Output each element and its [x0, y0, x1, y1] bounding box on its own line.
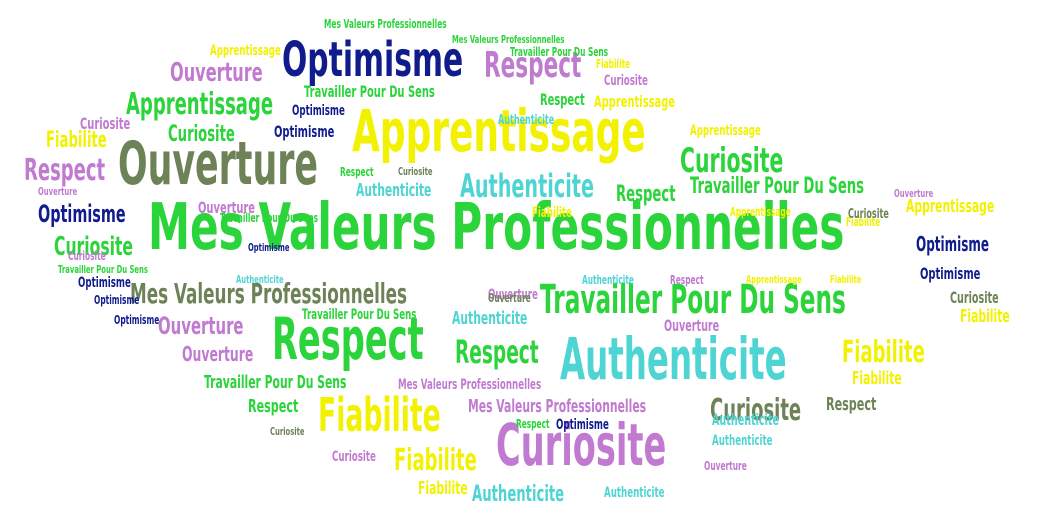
word-cloud-word: Optimisme: [274, 122, 335, 141]
word-cloud-word: Mes Valeurs Professionnelles: [468, 396, 647, 417]
word-cloud-word: Curiosite: [54, 232, 133, 262]
word-cloud-word: Fiabilite: [418, 478, 468, 499]
word-cloud-word: Optimisme: [920, 264, 981, 283]
word-cloud-word: Respect: [24, 153, 106, 188]
word-cloud-word: Ouverture: [158, 312, 244, 340]
word-cloud-word: Authenticite: [560, 325, 787, 393]
word-cloud-word: Optimisme: [114, 313, 160, 327]
word-cloud-word: Apprentissage: [352, 97, 646, 165]
word-cloud-word: Authenticite: [460, 167, 594, 205]
word-cloud-word: Ouverture: [182, 342, 254, 366]
word-cloud-word: Mes Valeurs Professionnelles: [148, 191, 845, 265]
word-cloud-word: Fiabilite: [596, 57, 631, 71]
word-cloud-word: Travailler Pour Du Sens: [58, 263, 148, 276]
word-cloud-word: Respect: [826, 394, 877, 415]
word-cloud-word: Fiabilite: [852, 368, 902, 389]
word-cloud-word: Fiabilite: [842, 335, 925, 370]
word-cloud-word: Respect: [248, 396, 299, 417]
word-cloud-word: Travailler Pour Du Sens: [204, 372, 347, 393]
word-cloud-word: Authenticite: [712, 410, 779, 429]
word-cloud-word: Authenticite: [236, 273, 284, 286]
word-cloud-word: Ouverture: [664, 316, 720, 335]
word-cloud-word: Authenticite: [604, 485, 665, 501]
word-cloud-word: Curiosite: [604, 73, 648, 89]
word-cloud-word: Optimisme: [38, 200, 126, 228]
word-cloud-word: Curiosite: [710, 393, 802, 428]
word-cloud-word: Respect: [340, 165, 374, 179]
word-cloud-word: Mes Valeurs Professionnelles: [130, 277, 408, 310]
word-cloud-word: Ouverture: [704, 459, 747, 473]
word-cloud-word: Curiosite: [270, 425, 305, 438]
word-cloud-word: Travailler Pour Du Sens: [540, 277, 846, 323]
word-cloud-word: Apprentissage: [126, 87, 274, 122]
word-cloud-word: Authenticite: [452, 308, 528, 329]
word-cloud-word: Authenticite: [498, 113, 555, 128]
word-cloud-word: Optimisme: [248, 241, 290, 254]
word-cloud-word: Fiabilite: [960, 306, 1010, 327]
word-cloud-word: Respect: [455, 333, 539, 371]
word-cloud-word: Ouverture: [198, 198, 256, 217]
word-cloud-word: Curiosite: [496, 411, 667, 479]
word-cloud-word: Curiosite: [332, 449, 376, 465]
word-cloud-word: Curiosite: [848, 207, 889, 222]
word-cloud-word: Apprentissage: [210, 43, 281, 59]
word-cloud-word: Curiosite: [950, 288, 999, 307]
word-cloud-word: Ouverture: [170, 58, 263, 88]
word-cloud-word: Fiabilite: [46, 128, 107, 153]
word-cloud-word: Respect: [616, 182, 676, 207]
word-cloud-word: Ouverture: [118, 129, 318, 199]
word-cloud-word: Mes Valeurs Professionnelles: [324, 17, 447, 31]
word-cloud-word: Ouverture: [894, 187, 934, 200]
word-cloud-word: Travailler Pour Du Sens: [304, 82, 435, 101]
word-cloud-word: Curiosite: [680, 141, 784, 181]
word-cloud-word: Apprentissage: [594, 92, 676, 111]
word-cloud-word: Mes Valeurs Professionnelles: [452, 33, 565, 46]
word-cloud-word: Optimisme: [292, 103, 345, 119]
word-cloud-word: Curiosite: [168, 122, 235, 147]
word-cloud-word: Respect: [670, 273, 704, 287]
word-cloud-word: Ouverture: [488, 287, 538, 303]
word-cloud-word: Fiabilite: [394, 443, 477, 478]
word-cloud-word: Travailler Pour Du Sens: [510, 45, 609, 59]
word-cloud-word: Mes Valeurs Professionnelles: [398, 377, 542, 393]
word-cloud-word: Curiosite: [398, 165, 433, 178]
word-cloud-word: Respect: [484, 45, 582, 86]
word-cloud-word: Fiabilite: [846, 215, 881, 229]
word-cloud-word: Curiosite: [80, 114, 131, 133]
word-cloud-word: Authenticite: [582, 273, 634, 287]
word-cloud-word: Authenticite: [472, 482, 565, 507]
word-cloud-word: Fiabilite: [318, 388, 441, 442]
word-cloud-word: Respect: [516, 417, 550, 431]
word-cloud-word: Travailler Pour Du Sens: [302, 307, 417, 323]
word-cloud-word: Ouverture: [488, 291, 531, 305]
word-cloud-word: Apprentissage: [746, 273, 802, 286]
word-cloud-word: Fiabilite: [532, 205, 572, 221]
word-cloud-word: Fiabilite: [830, 273, 862, 286]
word-cloud-word: Travailler Pour Du Sens: [220, 211, 319, 225]
word-cloud-word: Curiosite: [68, 249, 106, 263]
word-cloud-word: Apprentissage: [906, 196, 995, 217]
word-cloud-word: Ouverture: [38, 185, 78, 198]
word-cloud-word: Travailler Pour Du Sens: [690, 174, 865, 199]
word-cloud-word: Apprentissage: [690, 123, 761, 139]
word-cloud-word: Respect: [272, 305, 424, 373]
word-cloud-word: Optimisme: [916, 232, 990, 256]
word-cloud-word: Optimisme: [94, 293, 140, 307]
word-cloud-word: Respect: [540, 90, 585, 109]
word-cloud-word: Optimisme: [282, 32, 464, 88]
word-cloud-word: Optimisme: [78, 275, 131, 291]
word-cloud-word: Optimisme: [556, 417, 609, 433]
word-cloud-word: Authenticite: [712, 433, 773, 449]
word-cloud-word: Apprentissage: [730, 205, 791, 219]
word-cloud-word: Authenticite: [356, 180, 432, 201]
